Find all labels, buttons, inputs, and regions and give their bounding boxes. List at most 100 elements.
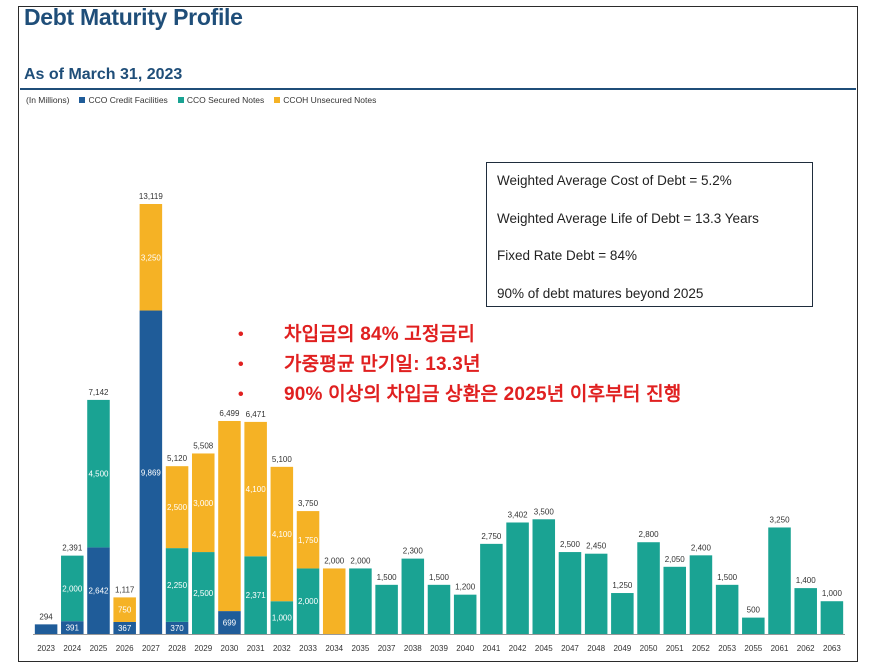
x-tick-label: 2063 xyxy=(823,644,841,653)
note-item: • 90% 이상의 차입금 상환은 2025년 이후부터 진행 xyxy=(238,380,681,410)
legend-label-credit-facilities: CCO Credit Facilities xyxy=(88,95,168,105)
total-label: 1,400 xyxy=(796,576,817,585)
bar-segment xyxy=(689,555,713,634)
bar-segment xyxy=(637,542,660,634)
x-tick-label: 2052 xyxy=(692,644,710,653)
bar-segment xyxy=(663,566,687,634)
bar-segment xyxy=(584,553,608,634)
x-tick-label: 2033 xyxy=(299,644,317,653)
x-tick-label: 2045 xyxy=(535,644,553,653)
bar-segment xyxy=(113,621,136,634)
note-text: 가중평균 만기일: 13.3년 xyxy=(284,354,481,375)
info-maturity-beyond: 90% of debt matures beyond 2025 xyxy=(497,285,704,301)
bar-segment xyxy=(191,453,215,553)
x-tick-label: 2047 xyxy=(561,644,579,653)
bar-segment xyxy=(611,593,634,634)
bar-segment xyxy=(113,597,136,622)
bar-segment xyxy=(558,552,582,634)
total-label: 3,250 xyxy=(770,515,791,524)
segment-label: 367 xyxy=(118,624,132,633)
note-text: 90% 이상의 차입금 상환은 2025년 이후부터 진행 xyxy=(284,384,682,405)
page-title: Debt Maturity Profile xyxy=(24,4,243,30)
segment-label: 2,250 xyxy=(167,581,188,590)
legend-item-credit-facilities: CCO Credit Facilities xyxy=(79,95,168,105)
total-label: 2,750 xyxy=(481,532,502,541)
bar-segment xyxy=(715,584,739,634)
x-tick-label: 2038 xyxy=(404,644,422,653)
total-label: 1,117 xyxy=(115,585,135,594)
x-tick-label: 2030 xyxy=(221,644,239,653)
total-label: 2,000 xyxy=(324,556,345,565)
segment-label: 1,000 xyxy=(272,614,293,623)
x-tick-label: 2035 xyxy=(352,644,370,653)
total-label: 1,000 xyxy=(822,589,843,598)
bar-segment xyxy=(794,588,817,634)
bar-segment xyxy=(165,548,189,622)
bar-segment xyxy=(270,466,294,602)
total-label: 2,500 xyxy=(560,540,581,549)
legend-item-secured-notes: CCO Secured Notes xyxy=(177,95,265,105)
bar-segment xyxy=(768,527,791,634)
total-label: 2,450 xyxy=(586,542,607,551)
total-label: 5,120 xyxy=(167,454,188,463)
bar-segment xyxy=(296,568,320,634)
note-item: • 가중평균 만기일: 13.3년 xyxy=(238,350,681,380)
segment-label: 2,500 xyxy=(167,503,188,512)
legend-label-unsecured-notes: CCOH Unsecured Notes xyxy=(283,95,377,105)
x-tick-label: 2049 xyxy=(613,644,631,653)
segment-label: 9,869 xyxy=(141,468,162,477)
bar-segment xyxy=(532,519,556,634)
chart-legend: (In Millions) CCO Credit Facilities CCO … xyxy=(26,95,376,105)
bar-segment xyxy=(322,568,346,634)
note-text: 차입금의 84% 고정금리 xyxy=(284,324,476,345)
bar-segment xyxy=(401,558,425,634)
bar-segment xyxy=(191,552,215,634)
bar-segment xyxy=(820,601,844,634)
segment-label: 3,000 xyxy=(193,499,214,508)
segment-label: 1,750 xyxy=(298,536,319,545)
bar-segment xyxy=(480,543,503,634)
segment-label: 370 xyxy=(170,624,184,633)
total-label: 2,300 xyxy=(403,547,424,556)
bar-segment xyxy=(61,555,84,622)
total-label: 6,499 xyxy=(219,409,240,418)
total-label: 1,500 xyxy=(717,573,738,582)
segment-label: 4,500 xyxy=(88,470,109,479)
note-bullet: • xyxy=(238,386,244,403)
note-bullet: • xyxy=(238,356,244,373)
segment-label: 699 xyxy=(223,619,237,628)
segment-label: 3,250 xyxy=(141,253,162,262)
total-label: 5,100 xyxy=(272,455,293,464)
bar-segment xyxy=(165,621,189,634)
page-subtitle: As of March 31, 2023 xyxy=(24,66,183,83)
chart-frame xyxy=(18,6,858,662)
legend-label-secured-notes: CCO Secured Notes xyxy=(186,95,265,105)
legend-swatch-secured-notes xyxy=(177,97,184,103)
total-label: 1,250 xyxy=(612,581,633,590)
bar-segment xyxy=(270,601,294,634)
segment-label: 2,371 xyxy=(246,591,267,600)
segment-label: 2,642 xyxy=(88,587,109,596)
note-item: • 차입금의 84% 고정금리 xyxy=(238,320,681,350)
x-tick-label: 2025 xyxy=(90,644,108,653)
x-tick-label: 2040 xyxy=(456,644,474,653)
title-divider xyxy=(20,88,856,90)
x-tick-label: 2032 xyxy=(273,644,291,653)
total-label: 500 xyxy=(747,606,761,615)
bar-segment xyxy=(453,594,477,634)
x-tick-label: 2037 xyxy=(378,644,396,653)
x-tick-label: 2034 xyxy=(325,644,343,653)
total-label: 2,800 xyxy=(639,530,660,539)
bar-segment xyxy=(506,522,529,634)
x-tick-label: 2024 xyxy=(63,644,81,653)
total-label: 2,050 xyxy=(665,555,686,564)
total-label: 1,200 xyxy=(455,583,476,592)
total-label: 2,391 xyxy=(62,544,83,553)
x-tick-label: 2026 xyxy=(116,644,134,653)
legend-unit: (In Millions) xyxy=(26,95,70,105)
x-tick-label: 2055 xyxy=(744,644,762,653)
segment-label: 2,000 xyxy=(62,584,83,593)
bar-segment xyxy=(34,624,58,634)
x-tick-label: 2050 xyxy=(640,644,658,653)
bar-segment xyxy=(375,584,398,634)
